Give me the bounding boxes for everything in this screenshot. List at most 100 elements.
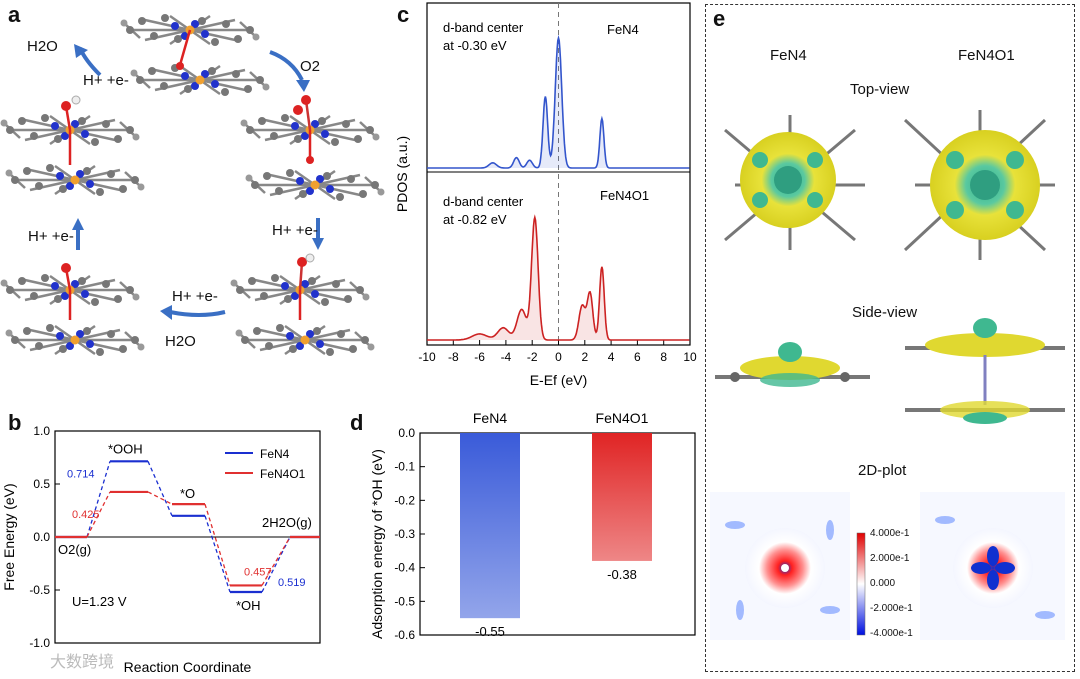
watermark: 大数跨境	[50, 654, 115, 671]
xtick-label-c-5: 0	[555, 350, 562, 364]
annotation-b: U=1.23 V	[72, 594, 127, 609]
dband-note1-FeN4: d-band center	[443, 20, 524, 35]
xlabel-b: Reaction Coordinate	[124, 659, 252, 675]
connector-FeN4O1-1	[147, 491, 173, 505]
ytick-label-b-4: -1.0	[29, 636, 50, 650]
ytick-label-b-2: 0.0	[33, 530, 50, 544]
top-view-fen4	[724, 115, 865, 250]
h2o-top-label: H2O	[27, 38, 58, 55]
hplus-bottom-label: H+ +e-	[172, 288, 218, 305]
colorbar-tick-1: 2.000e-1	[870, 553, 910, 564]
state-label-1: *OOH	[108, 441, 143, 456]
ylabel-c: PDOS (a.u.)	[394, 136, 410, 212]
xtick-label-c-1: -8	[448, 350, 459, 364]
ytick-label-b-3: -0.5	[29, 583, 50, 597]
xtick-label-c-4: -2	[527, 350, 538, 364]
ytick-label-d-2: -0.2	[394, 493, 415, 507]
top-view-fen4o1	[903, 110, 1055, 260]
xtick-label-c-3: -4	[501, 350, 512, 364]
molecule-top	[119, 12, 271, 98]
pdos-chart: -10 -8 -6 -4 -2 0 2 4 6 8 10 E-Ef (eV) PDOS (a.u.) d-…	[394, 2, 697, 388]
bar-FeN4O1	[592, 433, 652, 561]
series-label-FeN4O1: FeN4O1	[600, 188, 649, 203]
legend-label-FeN4: FeN4	[260, 447, 290, 461]
connector-FeN4-1	[147, 461, 173, 517]
ytick-label-d-5: -0.5	[394, 594, 415, 608]
panel-letter-c: c	[397, 2, 410, 27]
panel-letter-e: e	[713, 6, 726, 31]
side-view-label: Side-view	[852, 304, 918, 321]
xlabel-c: E-Ef (eV)	[530, 372, 588, 388]
ytick-label-d-4: -0.4	[394, 561, 415, 575]
plot-2d-fen4o1	[920, 492, 1065, 640]
xtick-label-c-2: -6	[474, 350, 485, 364]
step-label-FeN4-1: 0.519	[278, 577, 306, 589]
connector-FeN4O1-2	[204, 503, 231, 586]
side-view-fen4	[715, 342, 870, 387]
legend-label-FeN4O1: FeN4O1	[260, 467, 306, 481]
category-label-FeN4O1: FeN4O1	[596, 410, 649, 426]
free-energy-chart: 1.0 0.5 0.0 -0.5 -1.0 Free Energy (eV) Reactio…	[1, 424, 321, 675]
ytick-label-d-0: 0.0	[398, 426, 415, 440]
state-label-3: *OH	[236, 598, 261, 613]
hplus-right-label: H+ +e-	[272, 222, 318, 239]
colorbar	[856, 532, 866, 636]
molecule-right	[239, 95, 386, 203]
panel-e-col1-title: FeN4	[770, 47, 807, 64]
pdos-line-FeN4O1	[427, 214, 690, 341]
hplus-top-label: H+ +e-	[83, 72, 129, 89]
dband-note1-FeN4O1: d-band center	[443, 194, 524, 209]
ytick-label-b-1: 0.5	[33, 477, 50, 491]
pdos-fill-FeN4	[427, 38, 690, 168]
step-label-FeN4O1-0: 0.425	[72, 509, 100, 521]
panel-letter-a: a	[8, 2, 21, 27]
panel-e-col2-title: FeN4O1	[958, 47, 1015, 64]
bar-value-label-FeN4O1: -0.38	[607, 567, 637, 582]
category-label-FeN4: FeN4	[473, 410, 507, 426]
ytick-label-d-6: -0.6	[394, 628, 415, 642]
panel-a-cycle	[0, 12, 386, 358]
molecule-bottom-left	[0, 263, 146, 358]
molecule-bottom-right	[229, 253, 376, 358]
arrow-top-right	[269, 50, 304, 81]
colorbar-tick-4: -4.000e-1	[870, 628, 913, 639]
o2-label: O2	[300, 58, 321, 75]
molecule-left	[0, 95, 146, 198]
state-label-2: *O	[180, 486, 195, 501]
dband-note2-FeN4O1: at -0.82 eV	[443, 212, 507, 227]
plot-2d-fen4	[710, 492, 850, 640]
panel-letter-d: d	[350, 410, 364, 435]
bar-value-label-FeN4: -0.55	[475, 624, 505, 639]
connector-FeN4O1-3	[261, 536, 291, 586]
colorbar-tick-3: -2.000e-1	[870, 603, 913, 614]
connector-FeN4-2	[204, 515, 231, 593]
step-label-FeN4-0: 0.714	[67, 468, 95, 480]
connector-FeN4O1-0	[86, 491, 111, 538]
state-label-0: O2(g)	[58, 542, 91, 557]
arrow-bottom-left	[169, 310, 226, 317]
connector-FeN4-0	[86, 461, 111, 538]
h2o-bottom-label: H2O	[165, 333, 196, 350]
ytick-label-d-3: -0.3	[394, 527, 415, 541]
panel-e-frame	[705, 4, 1075, 672]
panel-letter-b: b	[8, 410, 22, 435]
colorbar-tick-0: 4.000e-1	[870, 528, 910, 539]
ytick-label-d-1: -0.1	[394, 460, 415, 474]
side-view-fen4o1	[905, 318, 1065, 424]
pdos-line-FeN4	[427, 34, 690, 169]
series-label-FeN4: FeN4	[607, 22, 639, 37]
dband-note2-FeN4: at -0.30 eV	[443, 38, 507, 53]
plot-2d-label: 2D-plot	[858, 462, 907, 479]
adsorption-bar-chart: 0.0 -0.1 -0.2 -0.3 -0.4 -0.5 -0.6 Adsorption en…	[369, 410, 696, 642]
step-label-FeN4O1-1: 0.457	[244, 566, 272, 578]
xtick-label-c-9: 8	[660, 350, 667, 364]
xtick-label-c-8: 6	[634, 350, 641, 364]
bar-FeN4	[460, 433, 520, 619]
ylabel-d: Adsorption energy of *OH (eV)	[369, 449, 385, 639]
hplus-left-label: H+ +e-	[28, 228, 74, 245]
xtick-label-c-0: -10	[418, 350, 436, 364]
ylabel-b: Free Energy (eV)	[1, 483, 17, 590]
xtick-label-c-7: 4	[608, 350, 615, 364]
colorbar-tick-2: 0.000	[870, 578, 896, 589]
panel-e-graphics	[710, 110, 1065, 640]
